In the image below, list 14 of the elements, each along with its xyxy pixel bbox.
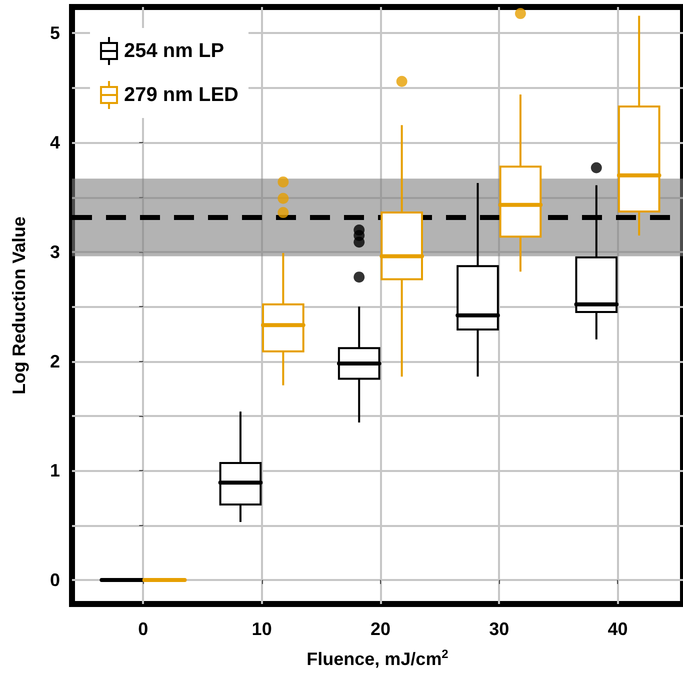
- x-tick-label: 40: [608, 619, 628, 639]
- x-tick-label: 30: [489, 619, 510, 639]
- x-tick-label: 10: [252, 619, 272, 639]
- x-tick-label: 0: [138, 619, 148, 639]
- y-tick-label: 2: [50, 351, 60, 372]
- y-tick-label: 1: [50, 460, 60, 481]
- legend-label: 254 nm LP: [124, 40, 224, 62]
- y-tick-label: 0: [50, 570, 60, 590]
- x-tick-label: 20: [370, 619, 390, 639]
- y-tick-label: 4: [50, 132, 60, 153]
- y-tick-label: 3: [50, 242, 60, 262]
- y-axis-title: Log Reduction Value: [9, 216, 29, 395]
- legend-label: 279 nm LED: [124, 84, 238, 106]
- y-tick-label: 5: [50, 23, 60, 44]
